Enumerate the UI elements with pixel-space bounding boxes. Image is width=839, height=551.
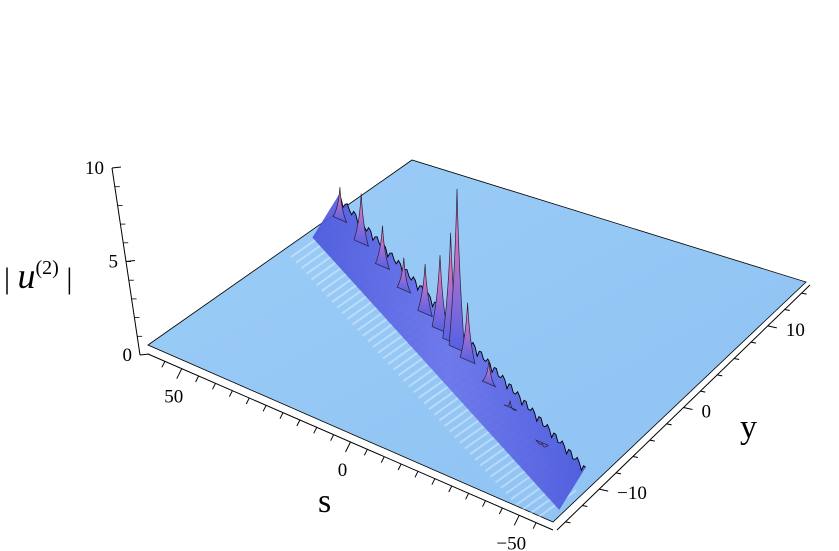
peaks-layer	[332, 187, 549, 448]
z-label-bar-left: |	[4, 262, 18, 295]
s-tick-mark	[245, 397, 250, 405]
s-tick-mark	[414, 471, 419, 478]
s-tick-mark	[161, 361, 166, 368]
y-tick-mark	[784, 309, 790, 311]
y-tick-mark	[666, 423, 672, 426]
y-tick-label: −10	[617, 483, 647, 504]
peak	[396, 257, 412, 294]
y-tick-mark	[565, 521, 571, 524]
s-tick-mark	[212, 383, 216, 390]
s-tick-mark	[195, 375, 200, 383]
y-tick-mark	[767, 325, 777, 329]
peak	[535, 439, 549, 448]
y-tick-mark	[801, 292, 807, 295]
y-tick-label: 0	[702, 402, 712, 423]
z-tick-label: 10	[85, 158, 104, 179]
z-axis: 10 5 0	[85, 158, 150, 366]
surface-floor	[147, 159, 807, 523]
s-tick-mark	[431, 478, 436, 485]
peak	[503, 400, 518, 411]
s-axis: 50 0 −50	[147, 353, 554, 551]
y-tick-mark	[599, 488, 609, 492]
s-tick-mark	[397, 463, 402, 471]
y-tick-label: 10	[786, 320, 805, 341]
ridge-wall	[312, 194, 586, 510]
z-axis-label: | u(2) |	[4, 256, 72, 296]
y-tick-mark	[649, 439, 655, 442]
y-tick-mark	[700, 390, 706, 393]
y-tick-mark	[683, 407, 693, 410]
s-tick-mark	[513, 515, 520, 526]
peak	[375, 225, 391, 271]
s-tick-mark	[448, 485, 453, 493]
z-label-base: u	[18, 256, 36, 296]
peak	[448, 188, 466, 353]
peak	[481, 360, 497, 388]
z-tick-label: 0	[123, 345, 133, 366]
s-tick-mark	[330, 434, 335, 441]
s-tick-mark	[380, 456, 385, 463]
z-tick-mark	[111, 166, 122, 169]
peak	[353, 193, 369, 247]
s-tick-mark	[465, 493, 470, 500]
s-tick-mark	[296, 419, 301, 427]
peak	[417, 264, 433, 318]
s-tick-mark	[313, 427, 318, 434]
y-tick-mark	[582, 505, 588, 507]
y-tick-mark	[717, 374, 723, 377]
z-tick-mark	[139, 353, 150, 356]
s-tick-mark	[176, 368, 183, 379]
peak	[332, 187, 348, 224]
s-tick-mark	[345, 441, 351, 453]
s-tick-mark	[482, 500, 486, 507]
y-tick-mark	[632, 456, 638, 458]
z-tick-label: 5	[109, 252, 119, 273]
s-tick-mark	[279, 412, 284, 419]
s-tick-mark	[363, 449, 368, 456]
s-tick-label: 50	[164, 387, 183, 408]
peak	[459, 302, 476, 365]
z-label-sup: (2)	[36, 257, 59, 279]
z-label-bar-right: |	[59, 262, 73, 295]
s-tick-label: −50	[496, 533, 526, 551]
s-tick-label: 0	[338, 460, 348, 481]
y-axis-label: y	[740, 409, 757, 446]
y-tick-mark	[615, 472, 622, 475]
s-tick-mark	[532, 522, 537, 529]
y-axis: 10 0 −10	[556, 284, 811, 531]
s-tick-mark	[228, 390, 233, 397]
s-tick-mark	[262, 405, 267, 412]
ripple-band	[530, 489, 577, 523]
y-tick-mark	[750, 341, 757, 344]
s-tick-mark	[498, 507, 503, 515]
y-tick-mark	[734, 358, 740, 360]
s-axis-label: s	[318, 483, 331, 520]
